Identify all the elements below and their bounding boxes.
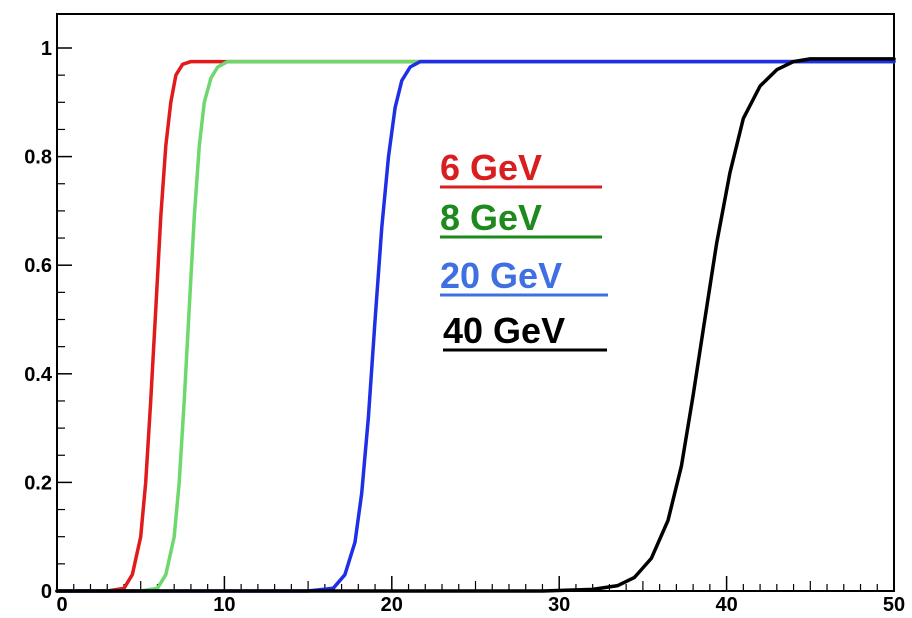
legend-label: 6 GeV (440, 147, 542, 188)
legend: 6 GeV 8 GeV 20 GeV 40 GeV (440, 147, 608, 352)
y-tick-label: 0.4 (24, 364, 53, 386)
legend-label: 20 GeV (440, 255, 562, 296)
x-tick-label: 20 (381, 594, 403, 616)
x-tick-label: 0 (56, 594, 67, 616)
x-tick-label: 50 (883, 594, 905, 616)
x-tick-label: 40 (715, 594, 737, 616)
x-tick-label: 30 (548, 594, 570, 616)
legend-label: 40 GeV (443, 310, 565, 351)
series-line-3 (55, 59, 896, 593)
y-tick-label: 0.2 (24, 472, 52, 494)
series-line-2 (55, 59, 896, 593)
series-line-4 (55, 57, 896, 593)
plot-frame (56, 13, 895, 592)
y-tick-label: 0.6 (24, 255, 52, 277)
y-tick-label: 1 (41, 38, 52, 60)
y-tick-label: 0.8 (24, 147, 52, 169)
y-tick-label: 0 (41, 581, 52, 603)
x-tick-label: 10 (213, 594, 235, 616)
series-layer (55, 57, 896, 593)
legend-label: 8 GeV (440, 197, 542, 238)
